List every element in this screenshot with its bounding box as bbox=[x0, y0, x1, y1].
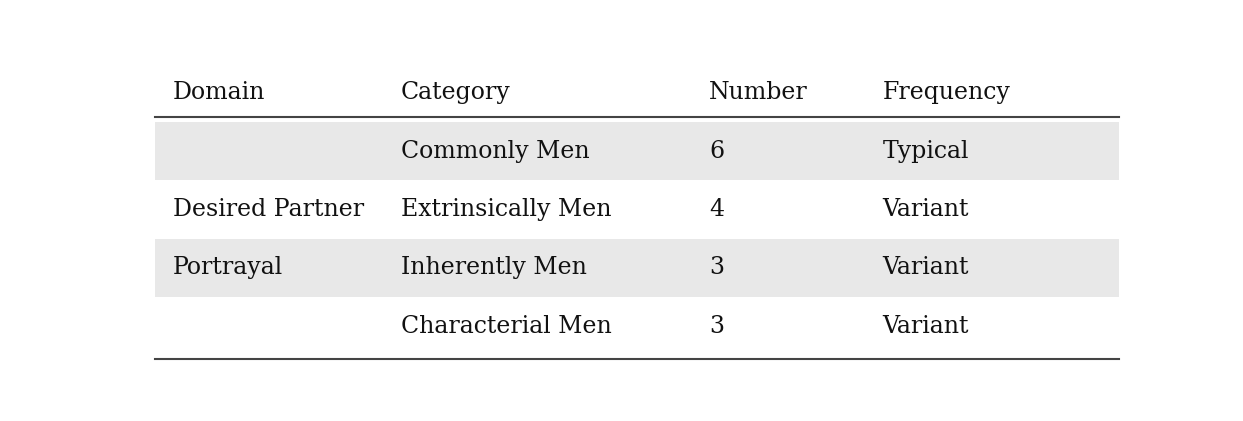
Text: Domain: Domain bbox=[173, 81, 265, 104]
Text: Commonly Men: Commonly Men bbox=[401, 139, 589, 163]
Text: Characterial Men: Characterial Men bbox=[401, 314, 612, 338]
Bar bbox=[155, 180, 1119, 239]
Text: Portrayal: Portrayal bbox=[173, 256, 283, 279]
Text: 6: 6 bbox=[710, 139, 725, 163]
Text: Frequency: Frequency bbox=[883, 81, 1011, 104]
Bar bbox=[155, 122, 1119, 180]
Text: Category: Category bbox=[401, 81, 511, 104]
Text: Variant: Variant bbox=[883, 198, 970, 221]
Bar bbox=[155, 239, 1119, 297]
Text: 3: 3 bbox=[710, 256, 725, 279]
Text: Variant: Variant bbox=[883, 256, 970, 279]
Text: Typical: Typical bbox=[883, 139, 970, 163]
Text: Inherently Men: Inherently Men bbox=[401, 256, 587, 279]
Bar bbox=[155, 297, 1119, 355]
Text: Number: Number bbox=[710, 81, 808, 104]
Text: Desired Partner: Desired Partner bbox=[173, 198, 364, 221]
Text: Extrinsically Men: Extrinsically Men bbox=[401, 198, 612, 221]
Text: 3: 3 bbox=[710, 314, 725, 338]
Text: 4: 4 bbox=[710, 198, 725, 221]
Text: Variant: Variant bbox=[883, 314, 970, 338]
